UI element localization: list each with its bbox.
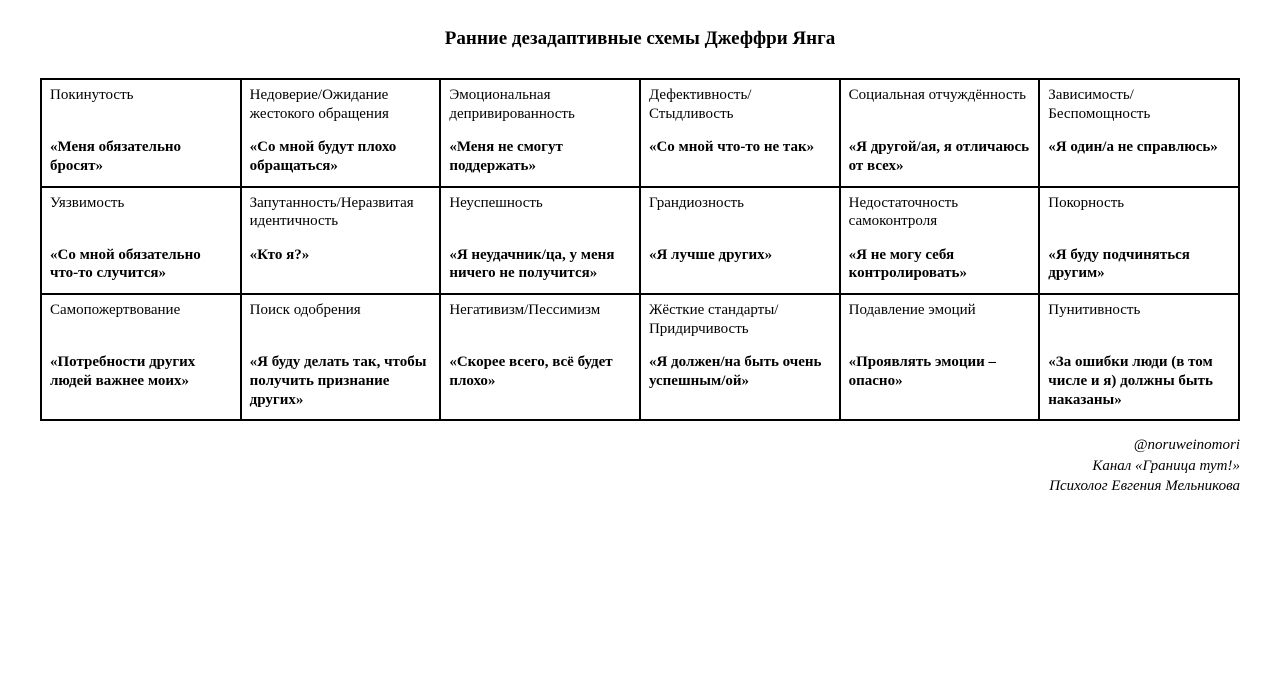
schema-quote: «Я другой/ая, я отличаюсь от всех» xyxy=(849,138,1031,176)
schema-cell: Зависимость/ Беспомощность «Я один/а не с… xyxy=(1039,79,1239,187)
schema-name: Недостаточность самоконтроля xyxy=(849,194,1031,232)
schema-cell: Негативизм/Пессимизм «Скорее всего, всё б… xyxy=(440,294,640,420)
schema-cell: Жёсткие стандарты/ Придирчивость «Я долже… xyxy=(640,294,840,420)
schema-name: Жёсткие стандарты/ Придирчивость xyxy=(649,301,831,339)
schema-name: Уязвимость xyxy=(50,194,232,232)
schema-quote: «Со мной обязательно что-то случится» xyxy=(50,246,232,284)
schema-name: Покорность xyxy=(1048,194,1230,232)
schema-quote: «Меня не смогут поддержать» xyxy=(449,138,631,176)
schema-quote: «Я не могу себя контролировать» xyxy=(849,246,1031,284)
schema-cell: Запутанность/Неразвитая идентичность «Кто… xyxy=(241,187,441,295)
schema-name: Социальная отчуждённость xyxy=(849,86,1031,124)
schema-name: Покинутость xyxy=(50,86,232,124)
schema-cell: Эмоциональная депривированность «Меня не … xyxy=(440,79,640,187)
schema-cell: Покорность «Я буду подчиняться другим» xyxy=(1039,187,1239,295)
schema-quote: «Со мной что-то не так» xyxy=(649,138,831,157)
schema-name: Зависимость/ Беспомощность xyxy=(1048,86,1230,124)
schema-name: Дефективность/ Стыдливость xyxy=(649,86,831,124)
schema-name: Запутанность/Неразвитая идентичность xyxy=(250,194,432,232)
schema-quote: «Я буду делать так, чтобы получить призн… xyxy=(250,353,432,409)
schema-name: Эмоциональная депривированность xyxy=(449,86,631,124)
schema-name: Пунитивность xyxy=(1048,301,1230,339)
schema-cell: Поиск одобрения «Я буду делать так, чтобы… xyxy=(241,294,441,420)
credits-handle: @noruweinomori xyxy=(40,435,1240,455)
schema-name: Негативизм/Пессимизм xyxy=(449,301,631,339)
schema-cell: Уязвимость «Со мной обязательно что-то сл… xyxy=(41,187,241,295)
schema-quote: «Потребности других людей важнее моих» xyxy=(50,353,232,391)
schema-quote: «Проявлять эмоции – опасно» xyxy=(849,353,1031,391)
schema-cell: Неуспешность «Я неудачник/ца, у меня ниче… xyxy=(440,187,640,295)
schema-name: Самопожертвование xyxy=(50,301,232,339)
schema-quote: «За ошибки люди (в том числе и я) должны… xyxy=(1048,353,1230,409)
schema-cell: Подавление эмоций «Проявлять эмоции – опа… xyxy=(840,294,1040,420)
schema-quote: «Я лучше других» xyxy=(649,246,831,265)
schema-quote: «Кто я?» xyxy=(250,246,432,265)
schema-cell: Пунитивность «За ошибки люди (в том числе… xyxy=(1039,294,1239,420)
schema-cell: Самопожертвование «Потребности других люд… xyxy=(41,294,241,420)
schema-quote: «Я должен/на быть очень успешным/ой» xyxy=(649,353,831,391)
credits-block: @noruweinomori Канал «Граница тут!» Псих… xyxy=(40,435,1240,496)
schemas-table: Покинутость«Меня обязательно бросят»Недо… xyxy=(40,78,1240,421)
credits-channel: Канал «Граница тут!» xyxy=(40,456,1240,476)
schema-quote: «Я буду подчиняться другим» xyxy=(1048,246,1230,284)
schema-name: Недоверие/Ожидание жестокого обращения xyxy=(250,86,432,124)
schema-cell: Покинутость «Меня обязательно бросят» xyxy=(41,79,241,187)
schema-quote: «Меня обязательно бросят» xyxy=(50,138,232,176)
page-title: Ранние дезадаптивные схемы Джеффри Янга xyxy=(40,28,1240,50)
credits-author: Психолог Евгения Мельникова xyxy=(40,476,1240,496)
schema-name: Подавление эмоций xyxy=(849,301,1031,339)
schema-name: Поиск одобрения xyxy=(250,301,432,339)
schema-cell: Дефективность/ Стыдливость «Со мной что-т… xyxy=(640,79,840,187)
schema-quote: «Скорее всего, всё будет плохо» xyxy=(449,353,631,391)
schema-quote: «Я неудачник/ца, у меня ничего не получи… xyxy=(449,246,631,284)
schema-cell: Грандиозность «Я лучше других» xyxy=(640,187,840,295)
schema-cell: Социальная отчуждённость «Я другой/ая, я … xyxy=(840,79,1040,187)
schema-name: Неуспешность xyxy=(449,194,631,232)
schema-cell: Недоверие/Ожидание жестокого обращения «С… xyxy=(241,79,441,187)
schema-name: Грандиозность xyxy=(649,194,831,232)
schema-cell: Недостаточность самоконтроля «Я не могу с… xyxy=(840,187,1040,295)
schema-quote: «Со мной будут плохо обращаться» xyxy=(250,138,432,176)
schema-quote: «Я один/а не справлюсь» xyxy=(1048,138,1230,157)
